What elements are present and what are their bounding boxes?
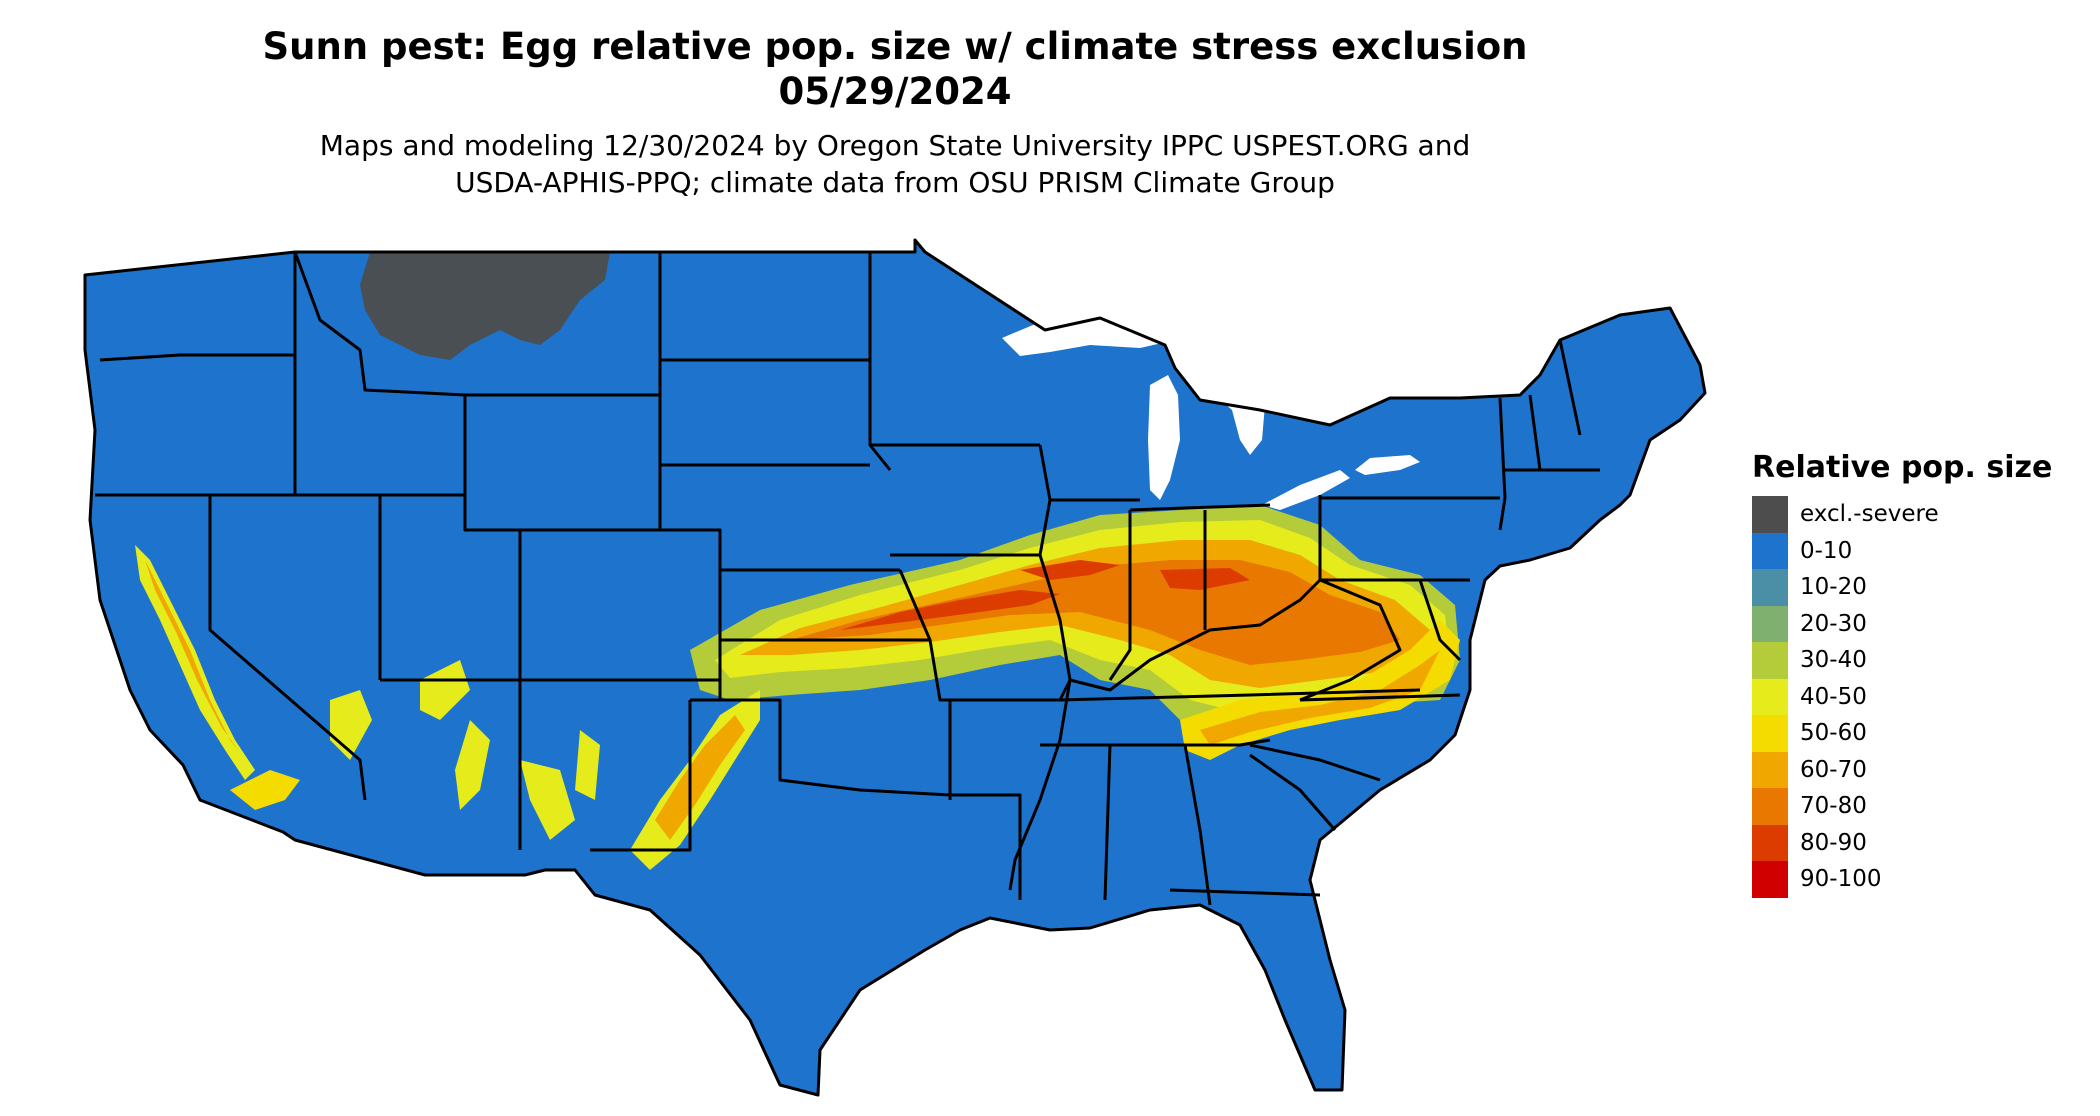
border-nm-tx xyxy=(590,700,692,852)
border-ky-tn xyxy=(1059,688,1421,702)
border-ca-nv xyxy=(208,495,367,801)
legend-label: excl.-severe xyxy=(1800,501,1939,528)
legend-label: 90-100 xyxy=(1800,866,1882,893)
legend-label: 10-20 xyxy=(1800,574,1867,601)
legend-label: 60-70 xyxy=(1800,756,1867,783)
border-il-in xyxy=(1108,510,1132,681)
legend-label: 20-30 xyxy=(1800,610,1867,637)
legend-title: Relative pop. size xyxy=(1752,450,2053,485)
border-ga-sc xyxy=(1249,753,1337,831)
legend-swatch xyxy=(1752,788,1788,825)
zone-excluded-severe xyxy=(360,252,610,360)
zone-california-orange xyxy=(145,560,240,752)
border-me xyxy=(1558,339,1582,436)
legend-item: 10-20 xyxy=(1752,569,2052,606)
border-va-nc xyxy=(1299,693,1461,702)
legend-label: 40-50 xyxy=(1800,683,1867,710)
legend-item: 70-80 xyxy=(1752,788,2052,825)
legend-swatch xyxy=(1752,861,1788,898)
lake-huron xyxy=(1208,375,1265,455)
lake-ontario xyxy=(1355,455,1420,475)
legend-swatch xyxy=(1752,678,1788,715)
border-ne-ks xyxy=(660,528,900,572)
border-id-mt xyxy=(293,251,466,397)
lake-erie xyxy=(1262,470,1350,510)
legend-label: 70-80 xyxy=(1800,793,1867,820)
legend-swatch xyxy=(1752,824,1788,861)
state-borders xyxy=(83,238,1707,1097)
border-mo xyxy=(898,569,1072,702)
legend-item: 30-40 xyxy=(1752,642,2052,679)
border-al-ga xyxy=(1183,744,1212,906)
legend-item: excl.-severe xyxy=(1752,496,2052,533)
zone-arizona-speckles xyxy=(330,660,600,840)
zone-southern-plains-orange xyxy=(655,715,745,840)
border-tn-south xyxy=(1040,738,1271,747)
suitability-overlay xyxy=(135,252,1460,870)
border-ny-ne xyxy=(1498,397,1507,531)
legend-item: 40-50 xyxy=(1752,678,2052,715)
credit-line-1: Maps and modeling 12/30/2024 by Oregon S… xyxy=(319,129,1471,162)
us-map xyxy=(83,238,1707,1097)
border-wv xyxy=(1299,578,1402,702)
border-md-de xyxy=(1418,579,1462,662)
border-nc-sc xyxy=(1249,743,1381,782)
legend-label: 80-90 xyxy=(1800,829,1867,856)
border-vt-nh xyxy=(1528,394,1542,471)
legend-swatch xyxy=(1752,569,1788,606)
zone-70-80 xyxy=(790,560,1400,665)
zone-southern-ca xyxy=(230,770,300,810)
legend-swatch xyxy=(1752,751,1788,788)
border-wa-or xyxy=(99,353,295,362)
legend-swatch xyxy=(1752,642,1788,679)
border-la-ar xyxy=(950,793,1022,900)
legend-item: 50-60 xyxy=(1752,715,2052,752)
map-title: Sunn pest: Egg relative pop. size w/ cli… xyxy=(262,25,1528,68)
credit-line-2: USDA-APHIS-PPQ; climate data from OSU PR… xyxy=(455,166,1335,199)
lake-superior xyxy=(1002,318,1175,356)
border-ohio-river xyxy=(1069,578,1322,692)
legend-swatch xyxy=(1752,532,1788,569)
border-ms-al xyxy=(1103,744,1112,901)
legend-item: 80-90 xyxy=(1752,824,2052,861)
legend-item: 20-30 xyxy=(1752,605,2052,642)
us-outline xyxy=(83,238,1707,1097)
map-date: 05/29/2024 xyxy=(778,70,1012,113)
legend-item: 0-10 xyxy=(1752,532,2052,569)
border-mi-in-oh xyxy=(1129,503,1271,512)
legend-label: 30-40 xyxy=(1800,647,1867,674)
legend-swatch xyxy=(1752,605,1788,642)
zone-80-90 xyxy=(840,560,1250,630)
lake-michigan xyxy=(1148,375,1180,500)
legend-label: 0-10 xyxy=(1800,537,1853,564)
legend-swatch xyxy=(1752,715,1788,752)
legend-item: 60-70 xyxy=(1752,751,2052,788)
legend-item: 90-100 xyxy=(1752,861,2052,898)
legend-swatch xyxy=(1752,496,1788,533)
legend: Relative pop. size excl.-severe 0-10 10-20… xyxy=(1752,450,2052,898)
zone-appalachian-orange xyxy=(1200,650,1440,745)
border-ga-fl xyxy=(1169,888,1321,897)
legend-label: 50-60 xyxy=(1800,720,1867,747)
